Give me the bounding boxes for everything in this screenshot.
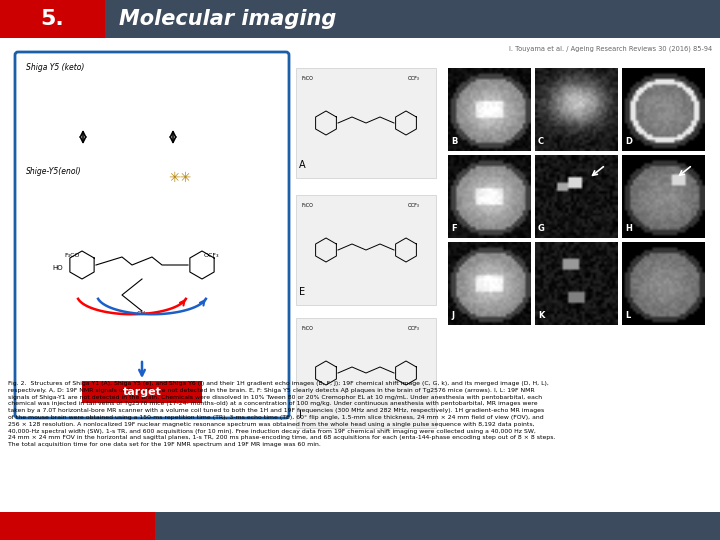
Bar [296, 68, 436, 178]
Text: K: K [538, 311, 544, 320]
Bar [0, 512, 155, 540]
Text: Fig. 2.  Structures of Shiga Y1 (A), Shiga Y5 (e), and Shiga Y6 (I) and their 1H: Fig. 2. Structures of Shiga Y1 (A), Shig… [8, 381, 556, 447]
Text: D: D [625, 137, 632, 146]
Text: J: J [451, 311, 454, 320]
Text: E: E [299, 287, 305, 297]
Bar [82, 381, 202, 403]
Text: F₃CO: F₃CO [64, 253, 79, 258]
Text: I. Touyama et al. / Ageing Research Reviews 30 (2016) 85-94: I. Touyama et al. / Ageing Research Revi… [509, 46, 712, 52]
Bar [535, 242, 618, 325]
Bar [622, 155, 705, 238]
Text: OCF₃: OCF₃ [408, 326, 420, 331]
FancyBboxPatch shape [15, 52, 289, 418]
Bar [448, 155, 531, 238]
Bar [155, 512, 720, 540]
Text: C: C [538, 137, 544, 146]
Text: H: H [625, 224, 632, 233]
Text: CH₃: CH₃ [137, 311, 148, 316]
Text: OCF₃: OCF₃ [408, 76, 420, 81]
Bar [105, 0, 720, 38]
Bar [622, 242, 705, 325]
Text: F: F [451, 224, 456, 233]
Bar [448, 242, 531, 325]
Text: HO: HO [52, 265, 63, 271]
Text: F₃CO: F₃CO [301, 76, 313, 81]
Bar [0, 0, 105, 38]
Bar [535, 68, 618, 151]
Bar [296, 318, 436, 428]
Text: target: target [122, 387, 161, 397]
Text: G: G [538, 224, 545, 233]
Bar [622, 68, 705, 151]
Bar [535, 155, 618, 238]
Text: ✳✳: ✳✳ [168, 171, 192, 185]
Text: F₃CO: F₃CO [301, 203, 313, 208]
Text: 5.: 5. [40, 9, 64, 29]
Bar [0, 38, 720, 512]
Text: L: L [625, 311, 630, 320]
Bar [296, 195, 436, 305]
Text: OCF₃: OCF₃ [204, 253, 220, 258]
Text: A: A [299, 160, 305, 170]
Text: Shige-Y5(enol): Shige-Y5(enol) [26, 167, 81, 176]
Text: F₃CO: F₃CO [301, 326, 313, 331]
Bar [448, 68, 531, 151]
Text: OCF₃: OCF₃ [408, 203, 420, 208]
Text: Molecular imaging: Molecular imaging [119, 9, 336, 29]
Text: B: B [451, 137, 457, 146]
Text: Shiga Y5 (keto): Shiga Y5 (keto) [26, 63, 84, 72]
Text: I: I [299, 410, 302, 420]
